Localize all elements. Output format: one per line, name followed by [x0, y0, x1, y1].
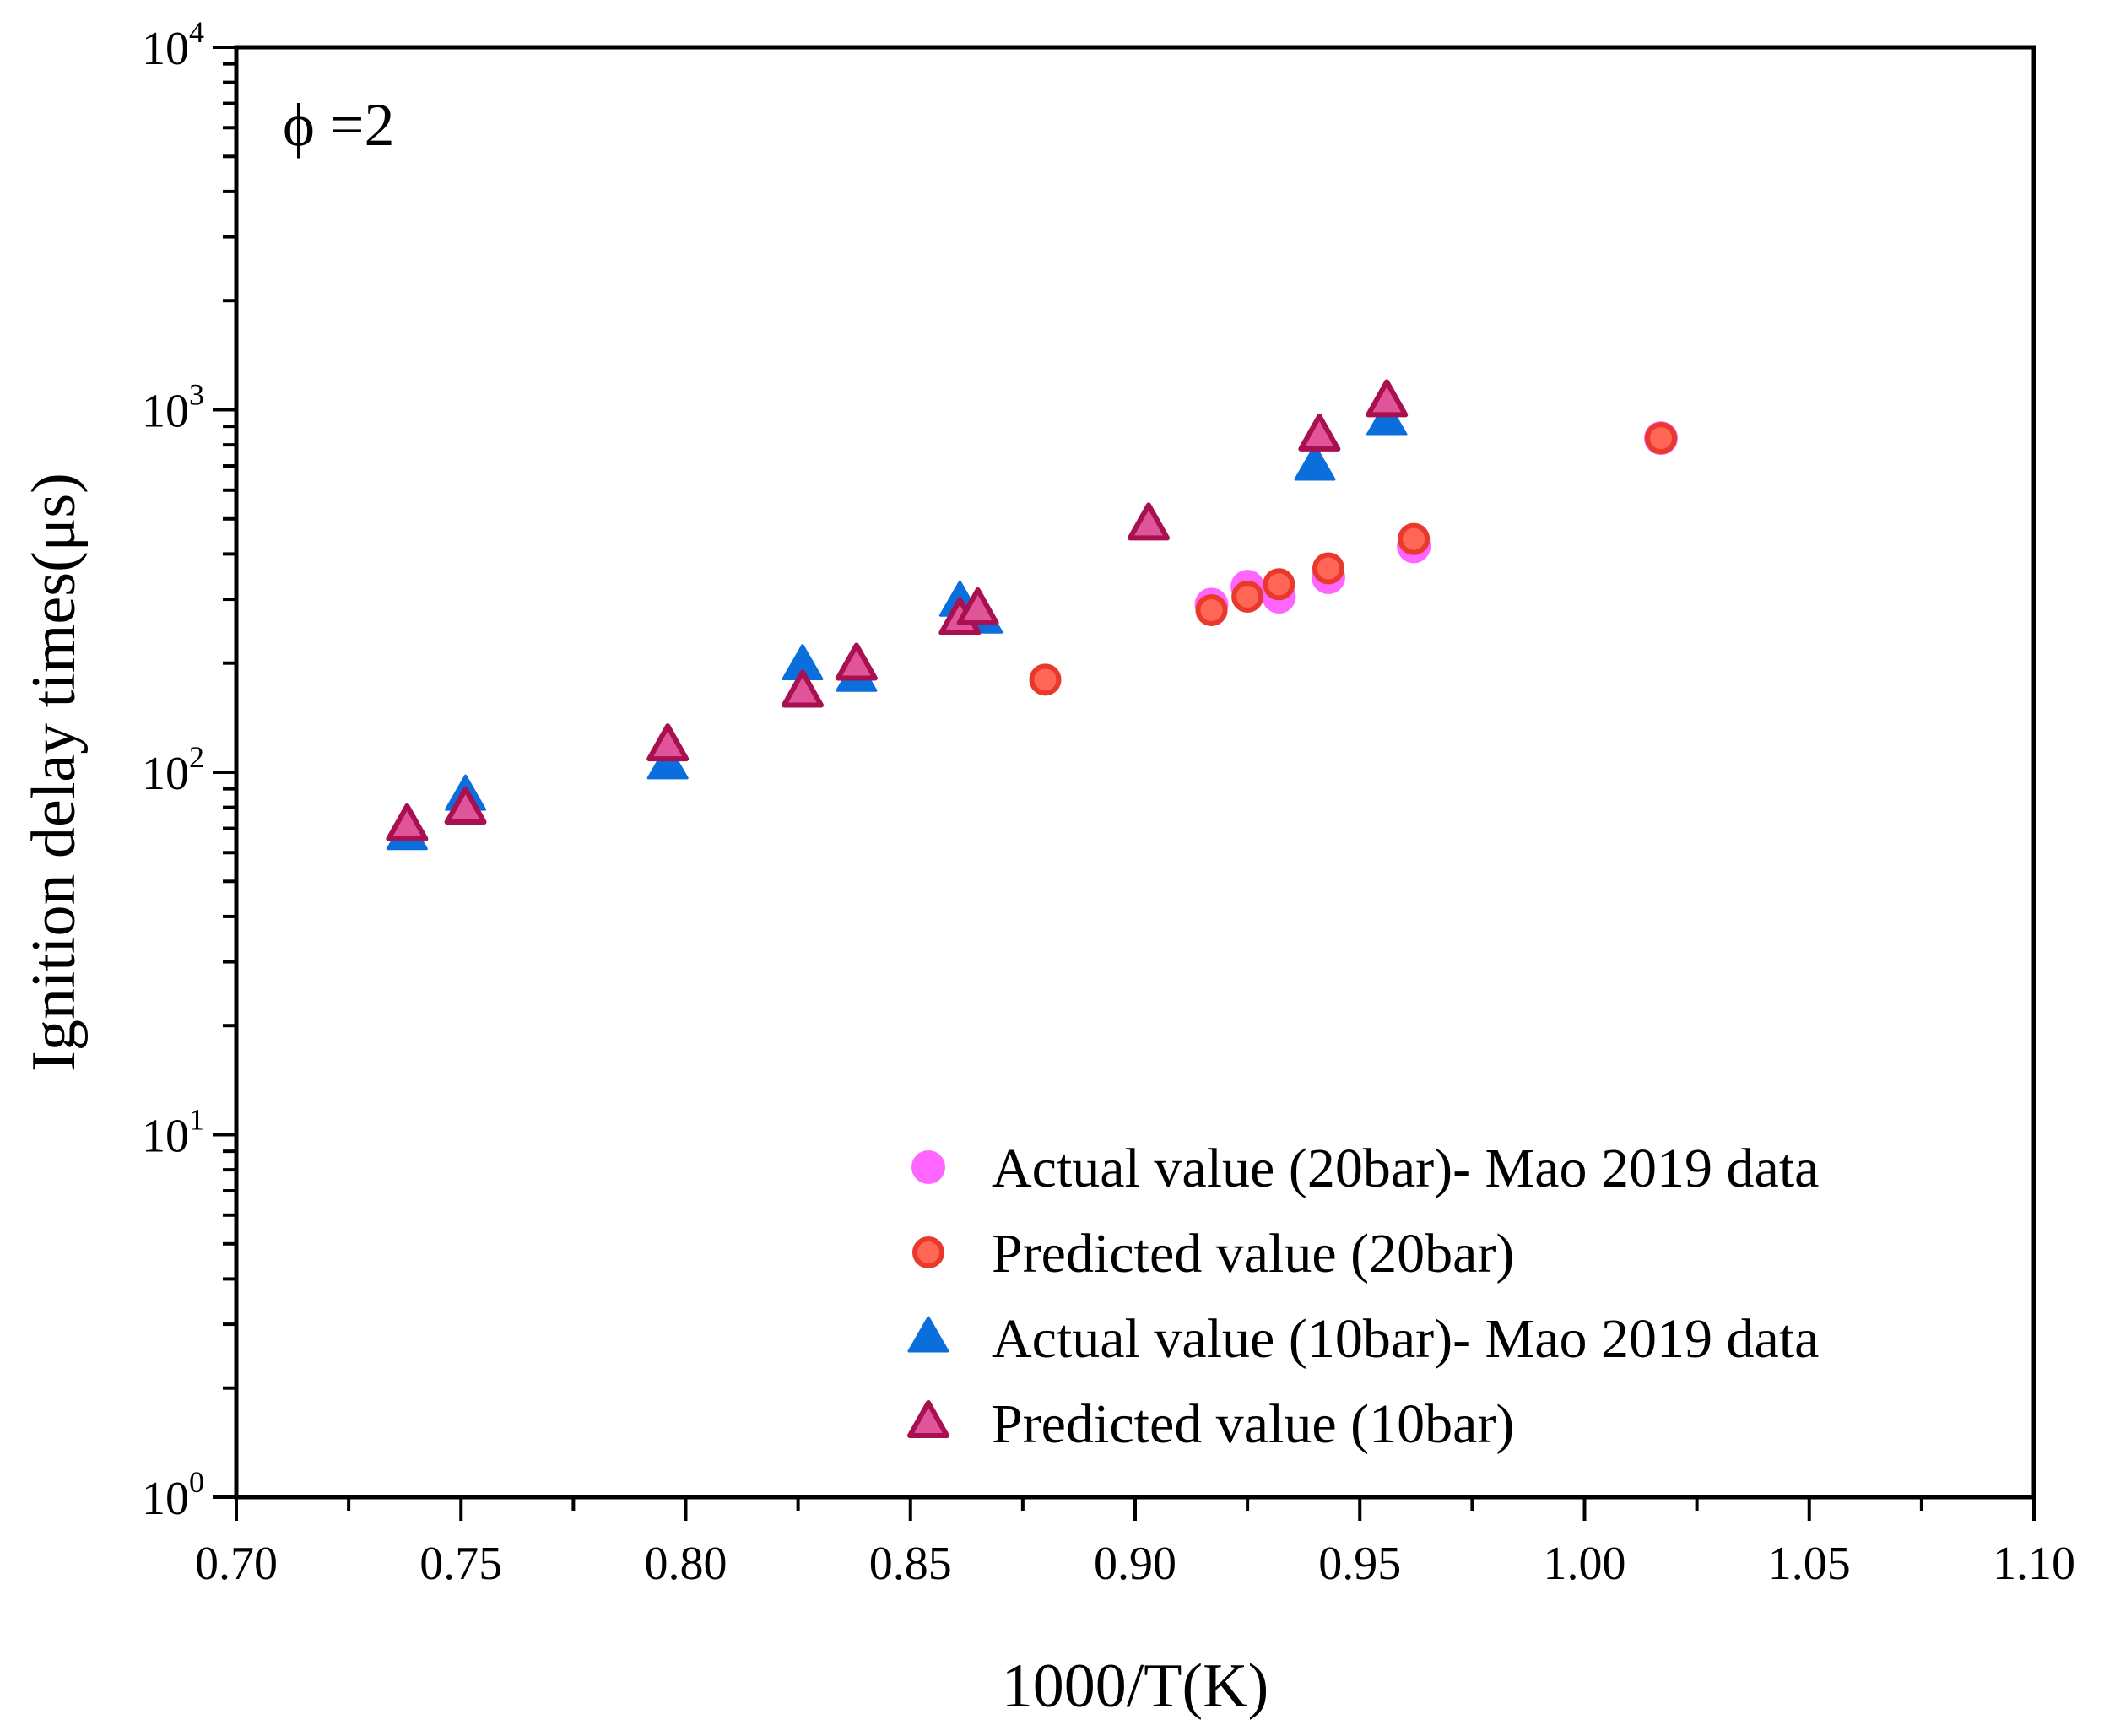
series-3 [386, 399, 1408, 851]
data-point [1294, 444, 1336, 481]
x-tick-label: 1.10 [1993, 1538, 2075, 1590]
data-markers [386, 379, 1679, 851]
series-4 [386, 379, 1409, 841]
y-tick-label: 100 [142, 1465, 204, 1525]
x-tick-label: 1.05 [1768, 1538, 1851, 1590]
data-point [835, 642, 878, 681]
x-tick-label: 1.00 [1544, 1538, 1626, 1590]
legend-marker [912, 1236, 944, 1268]
data-point [1127, 502, 1170, 541]
data-point [1398, 522, 1431, 555]
x-tick-label: 0.80 [645, 1538, 727, 1590]
phi-annotation: ϕ =2 [283, 91, 395, 159]
data-point [1195, 593, 1228, 626]
x-axis-title: 1000/T(K) [1002, 1652, 1269, 1721]
data-point [646, 723, 690, 762]
axis-ticks [213, 46, 2036, 1521]
series-2 [1029, 422, 1678, 696]
legend-marker [911, 1150, 945, 1184]
data-point [781, 669, 824, 708]
y-axis-title: Ignition delay times(μs) [19, 473, 89, 1072]
x-tick-label: 0.90 [1094, 1538, 1176, 1590]
data-point [386, 803, 429, 841]
data-point [956, 587, 999, 625]
x-tick-label: 0.70 [195, 1538, 278, 1590]
legend-marker [907, 1316, 949, 1353]
legend-label: Predicted value (20bar) [992, 1223, 1514, 1284]
data-point [1366, 399, 1408, 436]
data-point [1645, 422, 1678, 455]
data-point [1312, 552, 1344, 585]
legend: Actual value (20bar)- Mao 2019 data Predi… [907, 1138, 1819, 1455]
y-tick-label: 104 [142, 15, 204, 75]
y-tick-label: 101 [142, 1103, 204, 1163]
x-tick-label: 0.85 [869, 1538, 952, 1590]
plot-area-frame [234, 45, 2036, 1500]
y-tick-labels: 100 101 102 103 104 [142, 15, 204, 1525]
data-point [1231, 580, 1264, 613]
data-point [1263, 568, 1295, 601]
data-point [1029, 663, 1062, 696]
legend-label: Predicted value (10bar) [992, 1393, 1514, 1455]
legend-label: Actual value (20bar)- Mao 2019 data [992, 1138, 1819, 1199]
data-point [1298, 413, 1341, 452]
legend-label: Actual value (10bar)- Mao 2019 data [992, 1308, 1819, 1370]
data-point [1366, 379, 1409, 418]
legend-marker [907, 1400, 949, 1438]
x-tick-label: 0.95 [1318, 1538, 1401, 1590]
data-point [444, 786, 487, 825]
x-tick-label: 0.75 [419, 1538, 502, 1590]
x-tick-labels: 0.70 0.75 0.80 0.85 0.90 0.95 1.00 1.05 1.10 [195, 1538, 2075, 1590]
y-tick-label: 102 [142, 740, 204, 800]
y-tick-label: 103 [142, 378, 204, 438]
